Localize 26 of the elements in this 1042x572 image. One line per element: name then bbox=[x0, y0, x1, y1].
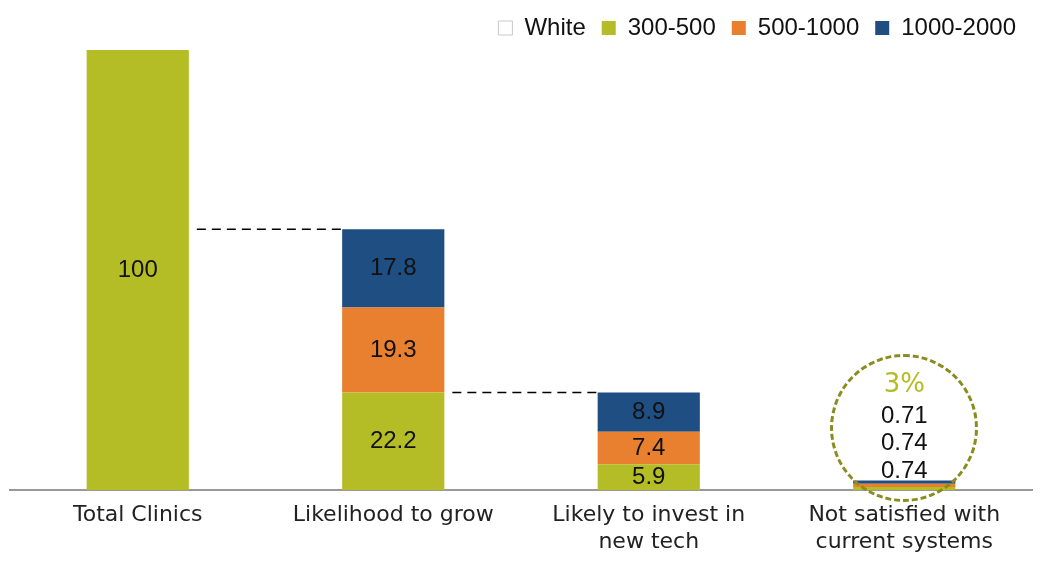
data-label: 0.71 bbox=[880, 401, 928, 429]
data-label: 0.74 bbox=[880, 455, 928, 483]
data-label: 7.4 bbox=[632, 432, 666, 460]
x-tick-label: Likely to invest in new tech bbox=[552, 501, 746, 553]
bar bbox=[342, 392, 445, 491]
x-tick-label: Total Clinics bbox=[71, 501, 203, 527]
data-label: 17.8 bbox=[369, 252, 417, 280]
data-label: 0.74 bbox=[880, 428, 928, 456]
annotation: 3% bbox=[883, 368, 925, 399]
bar bbox=[597, 392, 700, 432]
bar bbox=[342, 307, 445, 393]
bar bbox=[342, 229, 445, 308]
bar bbox=[597, 431, 700, 465]
x-tick-label: Not satisfied with current systems bbox=[808, 501, 1001, 553]
data-label: 8.9 bbox=[632, 396, 666, 424]
bar bbox=[597, 464, 700, 491]
legend-label: 1000-2000 bbox=[901, 12, 1017, 40]
data-label: 22.2 bbox=[369, 425, 417, 453]
data-label: 19.3 bbox=[369, 334, 417, 362]
legend-label: 300-500 bbox=[627, 12, 716, 40]
data-label: 5.9 bbox=[632, 461, 666, 489]
x-tick-label: Likelihood to grow bbox=[292, 501, 494, 527]
legend-label: White bbox=[524, 12, 586, 40]
legend-label: 500-1000 bbox=[757, 12, 860, 40]
bar bbox=[86, 50, 189, 491]
data-label: 100 bbox=[117, 254, 158, 282]
